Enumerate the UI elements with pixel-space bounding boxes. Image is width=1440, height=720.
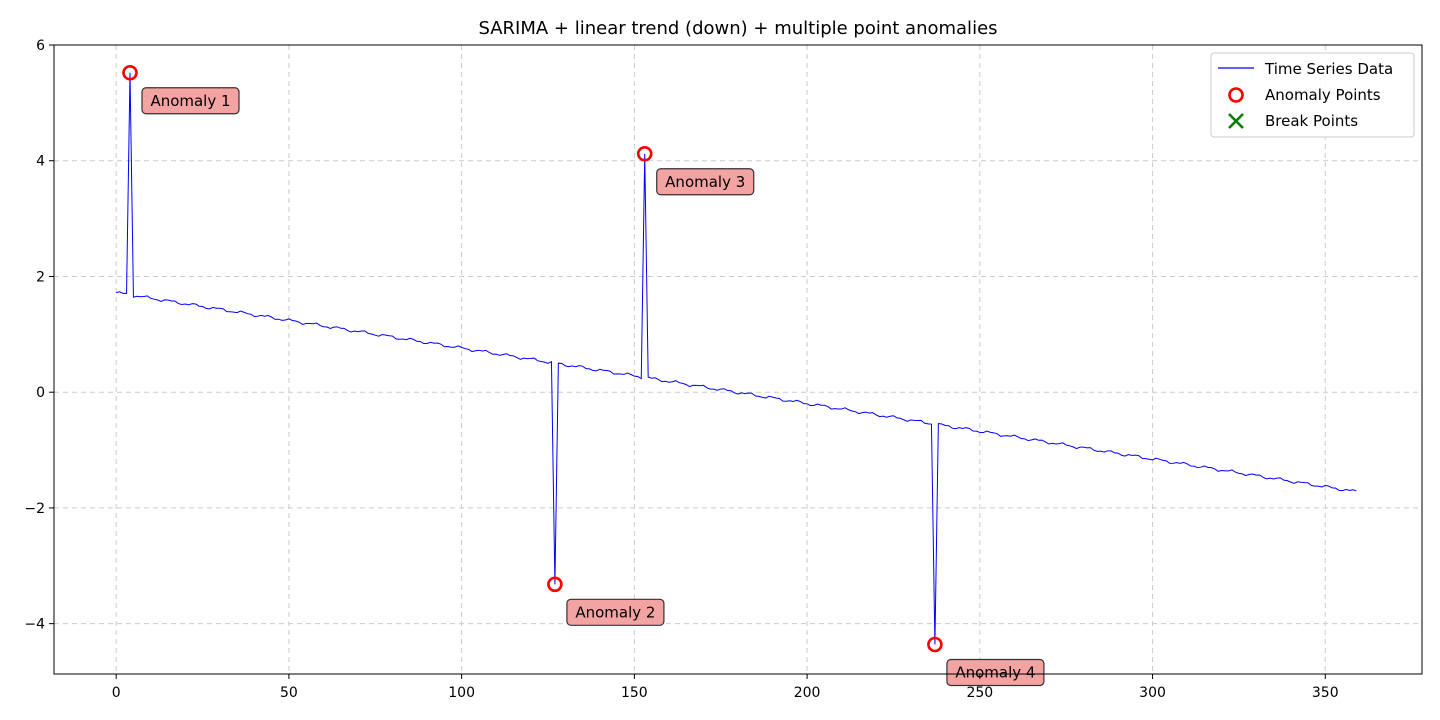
anomaly-layer: Anomaly 1 Anomaly 2 Anomaly 3 Anomaly 4 <box>122 64 1045 687</box>
anomaly-point <box>122 64 138 81</box>
legend-x-marker <box>1228 113 1244 129</box>
anomaly-label: Anomaly 2 <box>575 603 655 621</box>
anomaly-label-box <box>946 658 1045 687</box>
x-tick-label: 100 <box>448 685 475 701</box>
x-tick-label: 50 <box>280 685 298 701</box>
legend-label-anomaly: Anomaly Points <box>1265 86 1381 104</box>
anomaly-label-box <box>656 168 755 196</box>
anomaly-label-box <box>141 87 240 115</box>
legend-label-break: Break Points <box>1265 112 1358 130</box>
legend: Time Series Data Anomaly Points Break Po… <box>1210 52 1415 138</box>
y-tick-label: −2 <box>24 501 45 517</box>
anomaly-label: Anomaly 1 <box>150 92 230 110</box>
y-tick-label: 6 <box>36 38 45 54</box>
x-tick-label: 0 <box>112 685 121 701</box>
y-tick-label: 2 <box>36 269 45 285</box>
legend-label-series: Time Series Data <box>1264 60 1393 78</box>
chart-title: SARIMA + linear trend (down) + multiple … <box>478 18 997 39</box>
x-axis: 0 50 100 150 200 250 300 350 <box>112 674 1339 701</box>
series-layer <box>116 72 1357 645</box>
legend-box <box>1210 52 1415 138</box>
anomaly-label: Anomaly 4 <box>955 663 1035 681</box>
anomaly-point <box>547 576 563 593</box>
anomaly-point <box>636 145 653 162</box>
anomaly-point <box>927 636 943 653</box>
y-tick-label: 0 <box>36 385 45 401</box>
grid <box>54 44 1422 674</box>
x-tick-label: 150 <box>621 685 648 701</box>
x-tick-label: 300 <box>1139 685 1166 701</box>
anomaly-label: Anomaly 3 <box>665 173 745 191</box>
plot-frame <box>53 44 1423 675</box>
x-tick-label: 350 <box>1312 685 1339 701</box>
y-axis: 6 4 2 0 −2 −4 <box>24 38 54 633</box>
series-line <box>116 72 1357 645</box>
y-tick-label: −4 <box>24 617 45 633</box>
x-tick-label: 250 <box>966 685 993 701</box>
y-tick-label: 4 <box>36 154 45 170</box>
legend-circle-marker <box>1228 87 1244 103</box>
x-tick-label: 200 <box>794 685 821 701</box>
anomaly-label-box <box>566 598 665 626</box>
